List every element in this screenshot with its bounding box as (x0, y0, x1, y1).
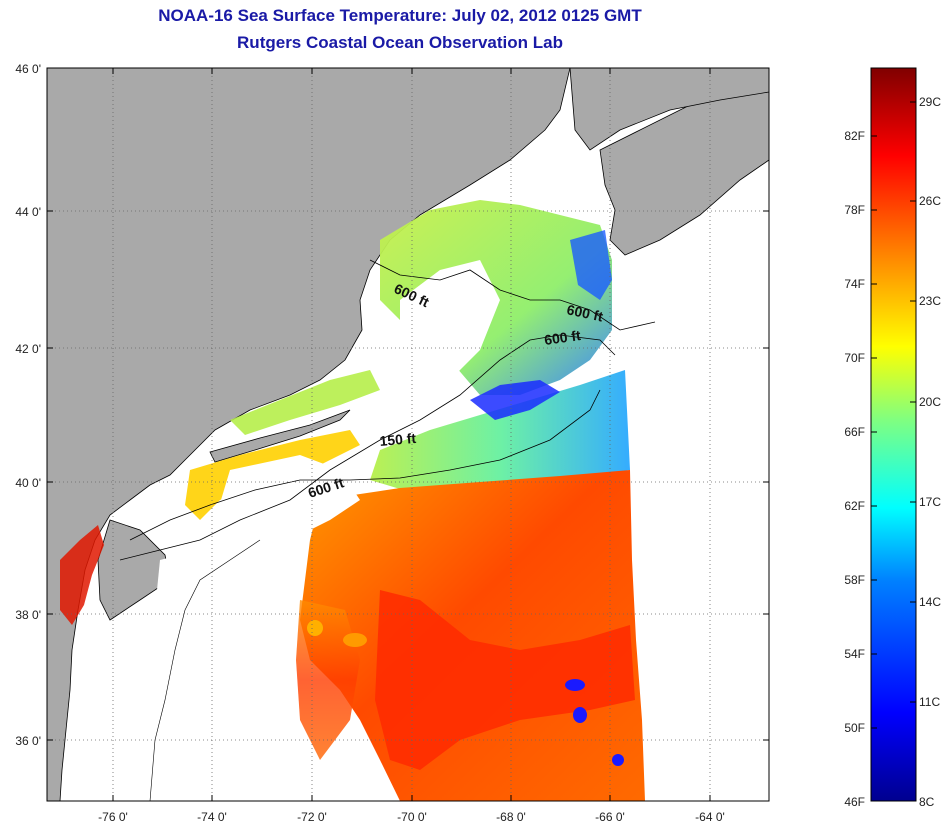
cloud-mask (400, 260, 500, 380)
land-long-island (209, 409, 351, 463)
sst-cold-patch-ns (570, 230, 612, 300)
cloud-mask (215, 455, 360, 540)
sst-cold-patch-georges (470, 380, 560, 420)
lon-label: -68 0' (496, 810, 526, 824)
lat-label: 46 0' (15, 62, 41, 76)
lat-label: 42 0' (15, 342, 41, 356)
lon-label: -70 0' (397, 810, 427, 824)
bathymetry-contour-150ft (119, 334, 616, 561)
map-title: NOAA-16 Sea Surface Temperature: July 02… (158, 6, 642, 25)
lon-label: -64 0' (695, 810, 725, 824)
sst-cold-spot (565, 679, 585, 691)
map-subtitle: Rutgers Coastal Ocean Observation Lab (237, 33, 563, 52)
contour-label: 600 ft (543, 327, 582, 348)
lat-label: 36 0' (15, 734, 41, 748)
sst-shelf (370, 370, 630, 495)
bathymetry-contour-600ft-north (369, 259, 656, 331)
lon-label: -72 0' (297, 810, 327, 824)
lat-label: 40 0' (15, 476, 41, 490)
sst-warm-spot (307, 620, 323, 636)
lon-label: -66 0' (595, 810, 625, 824)
sst-long-island-sound (230, 370, 380, 435)
graticule (47, 68, 769, 801)
land-delmarva (97, 519, 171, 621)
lat-label: 44 0' (15, 205, 41, 219)
bathymetry-contour-shelf-lines (149, 539, 261, 801)
bathymetry-contour-600ft (129, 389, 601, 541)
contour-label: 600 ft (565, 301, 604, 324)
sst-red-filament (375, 590, 635, 770)
contour-label: 150 ft (379, 430, 417, 449)
land-mainland (47, 68, 571, 801)
cloud-mask (150, 545, 280, 720)
sst-cold-spot (573, 707, 587, 723)
sst-chesapeake (60, 525, 104, 625)
sst-cold-spot (612, 754, 624, 766)
land-north-shore (569, 68, 769, 151)
lon-label: -76 0' (98, 810, 128, 824)
latitude-ticks (47, 67, 769, 741)
lon-label: -74 0' (197, 810, 227, 824)
lat-label: 38 0' (15, 608, 41, 622)
sst-warm-spot (343, 633, 367, 647)
longitude-ticks (112, 68, 711, 801)
